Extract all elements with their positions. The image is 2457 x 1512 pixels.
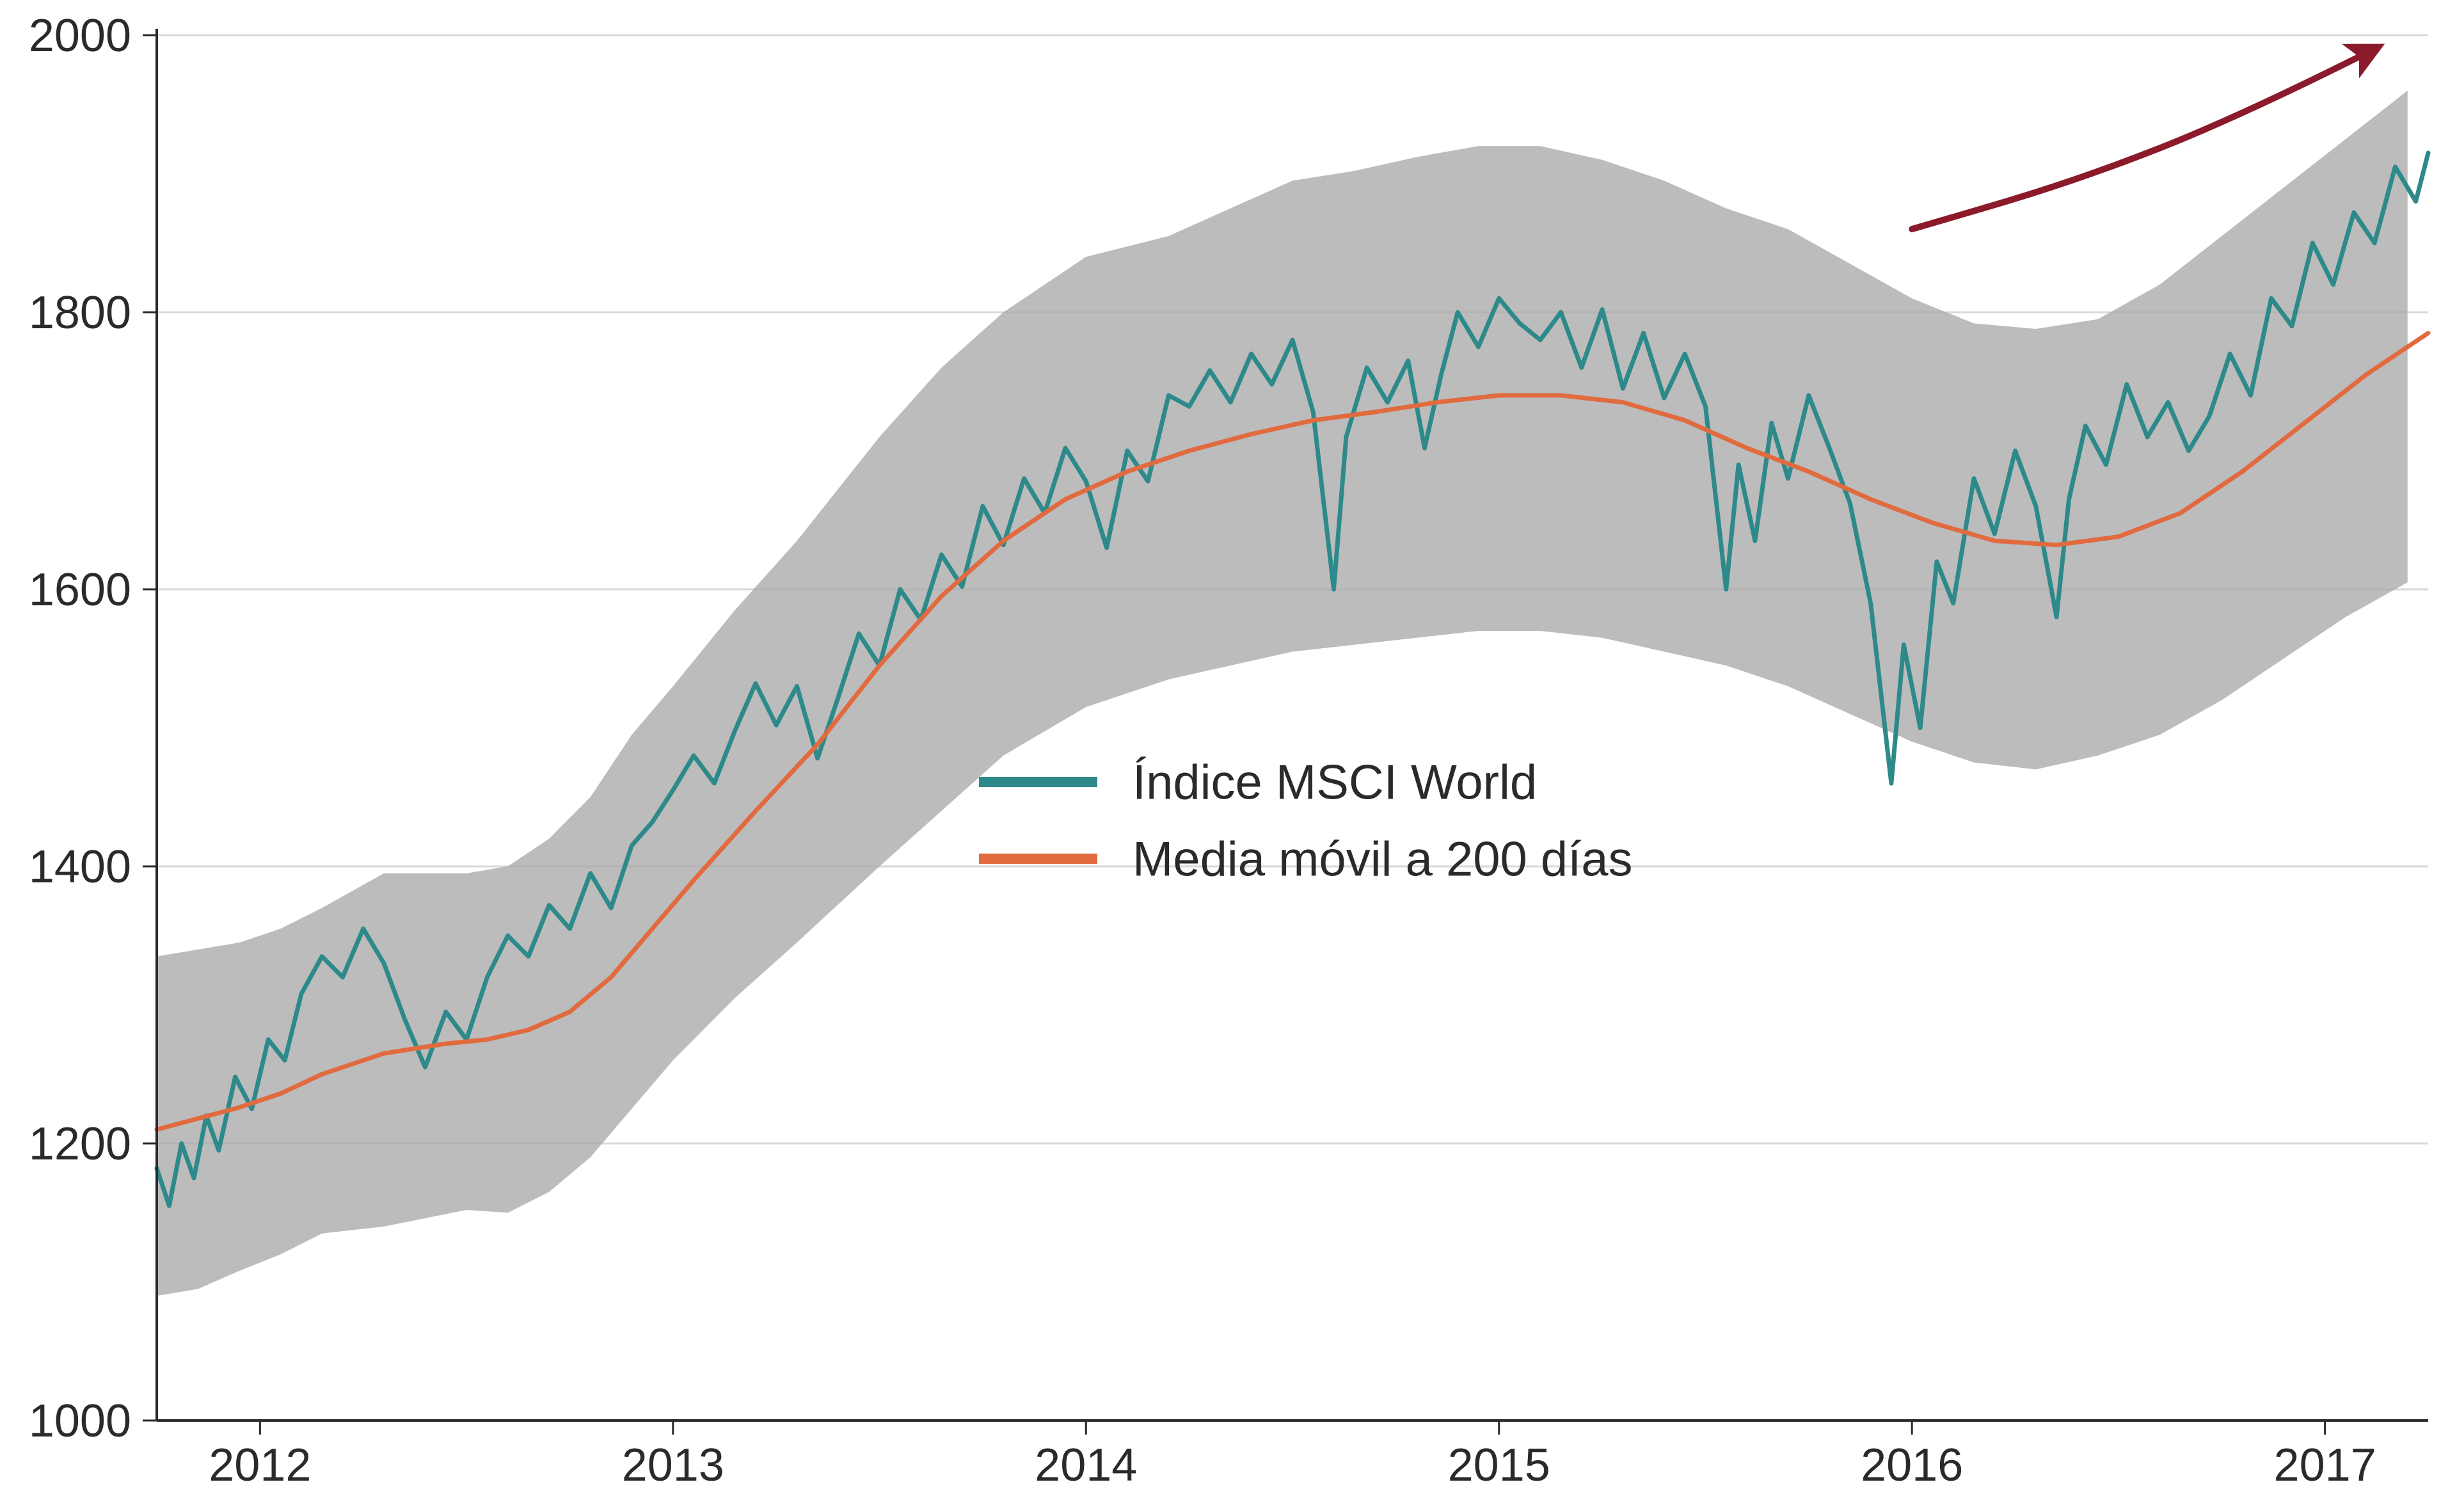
line-chart: 1000 1200 1400 1600 1800 2000 2012 2013 2014 2015…	[0, 0, 2457, 1512]
y-tick-label: 1400	[29, 841, 131, 893]
x-tick-label: 2017	[2274, 1440, 2376, 1491]
y-tick-label: 1000	[29, 1396, 131, 1447]
y-tick-label: 1800	[29, 287, 131, 338]
x-tick-label: 2012	[209, 1440, 311, 1491]
y-tick-label: 1600	[29, 564, 131, 616]
y-tick-label: 2000	[29, 10, 131, 61]
legend-label-msci: Índice MSCI World	[1133, 756, 1537, 810]
x-tick-label: 2014	[1035, 1440, 1137, 1491]
y-tick-label: 1200	[29, 1118, 131, 1170]
x-tick-label: 2013	[622, 1440, 724, 1491]
x-tick-label: 2016	[1861, 1440, 1963, 1491]
x-tick-label: 2015	[1448, 1440, 1550, 1491]
legend-label-ma200: Media móvil a 200 días	[1133, 832, 1633, 887]
